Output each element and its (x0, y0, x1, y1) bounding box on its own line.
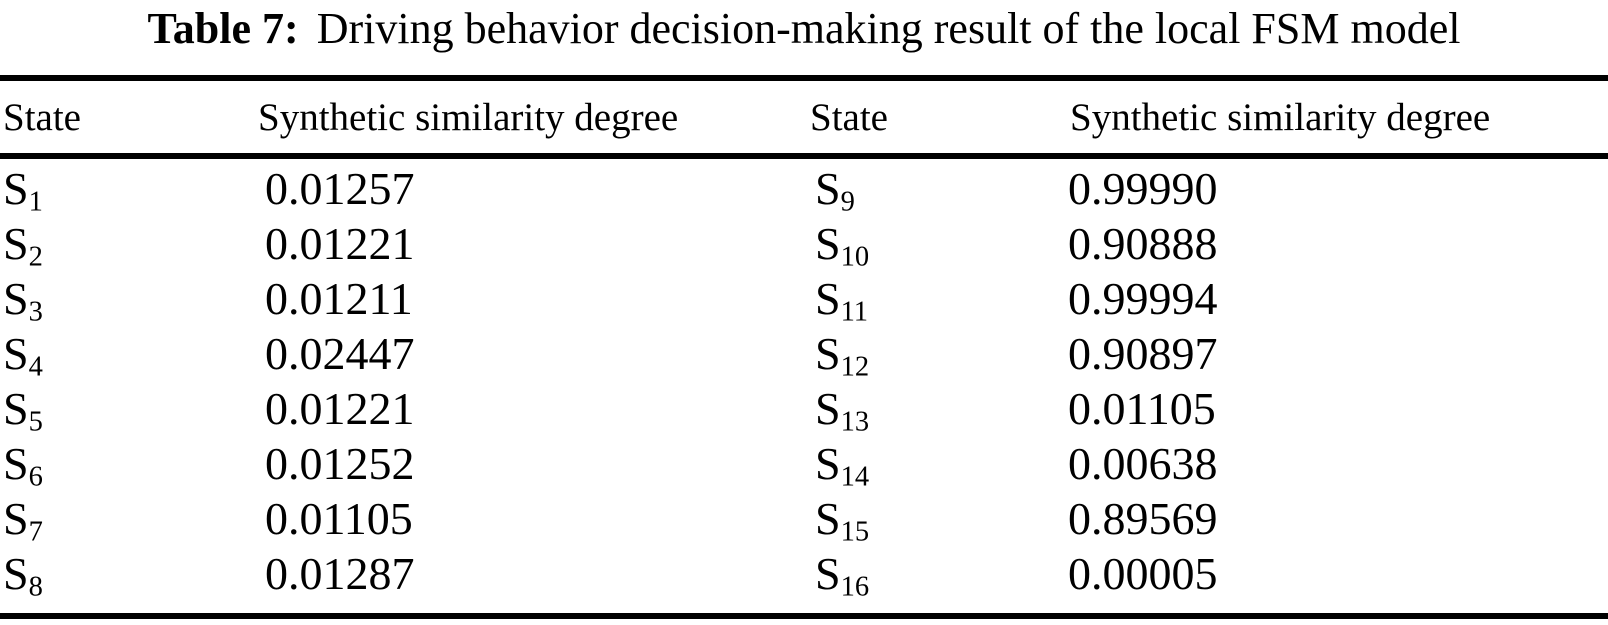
value-cell: 0.02447 (265, 328, 415, 379)
table-row: S4 0.02447 S12 0.90897 (0, 326, 1608, 381)
state-subscript: 10 (840, 241, 870, 270)
state-base: S (3, 163, 29, 214)
value-cell: 0.90897 (1068, 328, 1218, 379)
value-cell: 0.01252 (265, 438, 415, 489)
state-cell: S16 (806, 547, 1064, 600)
header-degree-right: Synthetic similarity degree (1070, 95, 1491, 139)
state-base: S (3, 273, 29, 324)
table-row: S7 0.01105 S15 0.89569 (0, 491, 1608, 546)
state-base: S (3, 383, 29, 434)
table-header-row: State Synthetic similarity degree State … (0, 81, 1608, 153)
state-base: S (3, 493, 29, 544)
state-base: S (815, 163, 841, 214)
state-cell: S3 (0, 272, 254, 325)
state-cell: S9 (806, 162, 1064, 215)
state-cell: S11 (806, 272, 1064, 325)
state-base: S (815, 548, 841, 599)
table-caption: Table 7: Driving behavior decision-making… (0, 0, 1608, 58)
table-body: S1 0.01257 S9 0.99990 S2 0.01221 S10 0.9… (0, 161, 1608, 601)
state-subscript: 6 (28, 461, 43, 490)
value-cell: 0.00638 (1068, 438, 1218, 489)
state-subscript: 14 (840, 461, 870, 490)
state-subscript: 1 (28, 186, 43, 215)
state-subscript: 16 (840, 571, 870, 600)
table-caption-label: Table 7: (147, 4, 299, 53)
state-cell: S4 (0, 327, 254, 380)
state-cell: S15 (806, 492, 1064, 545)
state-base: S (815, 328, 841, 379)
value-cell: 0.99994 (1068, 273, 1218, 324)
state-cell: S2 (0, 217, 254, 270)
value-cell: 0.01211 (265, 273, 413, 324)
state-cell: S7 (0, 492, 254, 545)
table-row: S3 0.01211 S11 0.99994 (0, 271, 1608, 326)
state-cell: S6 (0, 437, 254, 490)
state-cell: S1 (0, 162, 254, 215)
value-cell: 0.01257 (265, 163, 415, 214)
table-row: S1 0.01257 S9 0.99990 (0, 161, 1608, 216)
state-subscript: 15 (840, 516, 870, 545)
value-cell: 0.01221 (265, 383, 415, 434)
header-degree-left: Synthetic similarity degree (258, 95, 679, 139)
state-subscript: 11 (840, 296, 869, 325)
state-subscript: 13 (840, 406, 870, 435)
table-row: S8 0.01287 S16 0.00005 (0, 546, 1608, 601)
value-cell: 0.89569 (1068, 493, 1218, 544)
state-subscript: 12 (840, 351, 870, 380)
table-mid-rule (0, 153, 1608, 159)
state-subscript: 5 (28, 406, 43, 435)
state-cell: S8 (0, 547, 254, 600)
state-base: S (815, 273, 841, 324)
state-subscript: 9 (840, 186, 855, 215)
state-subscript: 2 (28, 241, 43, 270)
value-cell: 0.90888 (1068, 218, 1218, 269)
state-base: S (3, 548, 29, 599)
table-top-rule (0, 75, 1608, 81)
state-subscript: 7 (28, 516, 43, 545)
table-row: S5 0.01221 S13 0.01105 (0, 381, 1608, 436)
state-base: S (3, 438, 29, 489)
table-caption-text: Driving behavior decision-making result … (316, 4, 1461, 53)
state-cell: S14 (806, 437, 1064, 490)
state-base: S (815, 383, 841, 434)
state-base: S (815, 493, 841, 544)
state-subscript: 4 (28, 351, 43, 380)
table-row: S6 0.01252 S14 0.00638 (0, 436, 1608, 491)
value-cell: 0.99990 (1068, 163, 1218, 214)
value-cell: 0.01287 (265, 548, 415, 599)
state-base: S (815, 438, 841, 489)
value-cell: 0.01105 (265, 493, 413, 544)
header-state-right: State (810, 95, 888, 139)
state-base: S (3, 328, 29, 379)
value-cell: 0.01105 (1068, 383, 1216, 434)
state-base: S (815, 218, 841, 269)
state-cell: S13 (806, 382, 1064, 435)
state-cell: S12 (806, 327, 1064, 380)
table-bottom-rule (0, 613, 1608, 619)
table-row: S2 0.01221 S10 0.90888 (0, 216, 1608, 271)
state-subscript: 8 (28, 571, 43, 600)
header-state-left: State (3, 95, 81, 139)
value-cell: 0.00005 (1068, 548, 1218, 599)
state-cell: S10 (806, 217, 1064, 270)
value-cell: 0.01221 (265, 218, 415, 269)
state-base: S (3, 218, 29, 269)
state-cell: S5 (0, 382, 254, 435)
state-subscript: 3 (28, 296, 43, 325)
